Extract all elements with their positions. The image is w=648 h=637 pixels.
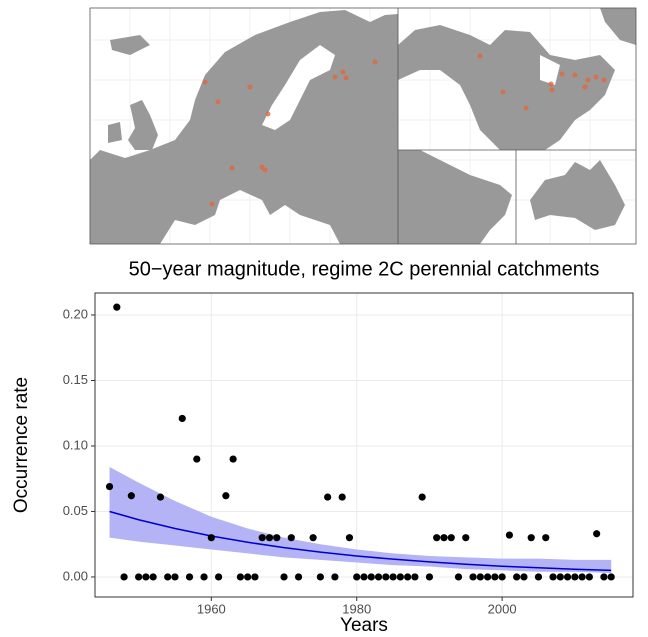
data-point xyxy=(229,455,237,463)
data-point xyxy=(345,534,354,542)
y-tick-label: 0.00 xyxy=(63,568,88,583)
data-point xyxy=(251,573,259,581)
data-point xyxy=(454,573,463,581)
x-tick-label: 1980 xyxy=(342,601,371,616)
data-point xyxy=(113,303,121,311)
data-point xyxy=(563,573,572,581)
y-tick-label: 0.20 xyxy=(63,306,88,321)
data-point xyxy=(483,573,492,581)
x-axis-title: Years xyxy=(340,615,388,636)
data-point xyxy=(207,534,215,542)
confidence-band xyxy=(109,466,612,574)
data-point xyxy=(214,573,223,581)
land-south-america xyxy=(398,150,512,244)
data-point xyxy=(513,573,521,581)
data-point xyxy=(149,573,157,581)
data-point xyxy=(411,573,419,581)
data-point xyxy=(425,573,434,581)
data-point xyxy=(280,573,288,581)
data-point xyxy=(433,534,441,542)
data-point xyxy=(462,534,470,542)
data-point xyxy=(287,534,295,542)
land-north-america xyxy=(398,25,615,150)
data-point xyxy=(549,573,557,581)
data-point xyxy=(498,573,506,581)
data-point xyxy=(556,573,564,581)
data-point xyxy=(374,573,383,581)
data-point xyxy=(404,573,412,581)
y-axis-title: Occurrence rate xyxy=(11,377,32,513)
data-point xyxy=(607,573,615,581)
y-tick-label: 0.10 xyxy=(63,437,88,452)
data-point xyxy=(389,573,397,581)
sites xyxy=(202,53,607,207)
data-point xyxy=(534,573,543,581)
plot-border xyxy=(94,292,634,598)
data-point xyxy=(593,530,601,538)
data-point xyxy=(171,573,179,581)
map-panel-borders xyxy=(89,7,637,245)
data-point xyxy=(244,573,252,581)
data-point xyxy=(469,573,477,581)
data-point xyxy=(585,573,593,581)
data-point xyxy=(578,573,586,581)
data-point xyxy=(338,493,346,501)
fit-line xyxy=(109,510,612,572)
data-point xyxy=(316,573,324,581)
data-point xyxy=(200,573,208,581)
data-point xyxy=(382,573,390,581)
data-point xyxy=(396,573,404,581)
data-point xyxy=(476,573,484,581)
data-point xyxy=(309,534,317,542)
data-point xyxy=(142,573,150,581)
data-point xyxy=(127,492,135,500)
data-point xyxy=(520,573,528,581)
data-point xyxy=(360,573,368,581)
data-point xyxy=(447,534,455,542)
land-australia xyxy=(530,160,625,230)
x-tick-label: 2000 xyxy=(488,601,517,616)
data-point xyxy=(527,534,535,542)
data-point xyxy=(505,531,514,539)
data-point xyxy=(491,573,499,581)
data-point xyxy=(178,414,186,423)
data-point xyxy=(105,482,114,491)
data-point xyxy=(353,573,361,581)
data-point xyxy=(331,573,339,581)
plot: 0.00 0.05 0.10 0.15 0.20 1960 1980 2000 xyxy=(63,292,634,616)
data-point xyxy=(193,455,201,463)
data-point xyxy=(185,573,194,581)
data-point xyxy=(265,534,274,542)
data-point xyxy=(542,534,550,542)
data-point xyxy=(367,573,375,581)
x-tick-label: 1960 xyxy=(197,601,226,616)
y-tick-label: 0.05 xyxy=(63,503,88,518)
data-point xyxy=(324,493,332,501)
data-point xyxy=(164,573,172,581)
baltic-sea xyxy=(262,45,335,130)
data-point xyxy=(571,573,579,581)
data-point xyxy=(135,573,143,581)
data-point xyxy=(120,573,128,581)
land-iceland xyxy=(110,35,150,55)
data-point xyxy=(418,493,426,501)
y-tick-label: 0.15 xyxy=(63,372,88,387)
land-greenland xyxy=(600,8,636,45)
data-point xyxy=(440,534,448,542)
land-britain xyxy=(108,100,158,150)
data-point xyxy=(600,573,608,581)
data-point xyxy=(294,573,303,581)
hudson-bay xyxy=(540,55,560,85)
data-point xyxy=(236,573,245,581)
maps xyxy=(89,7,637,245)
data-point xyxy=(156,493,165,501)
data-point xyxy=(258,534,266,542)
data-point xyxy=(273,534,281,542)
chart-title: 50−year magnitude, regime 2C perennial c… xyxy=(129,258,600,280)
data-point xyxy=(222,492,230,500)
